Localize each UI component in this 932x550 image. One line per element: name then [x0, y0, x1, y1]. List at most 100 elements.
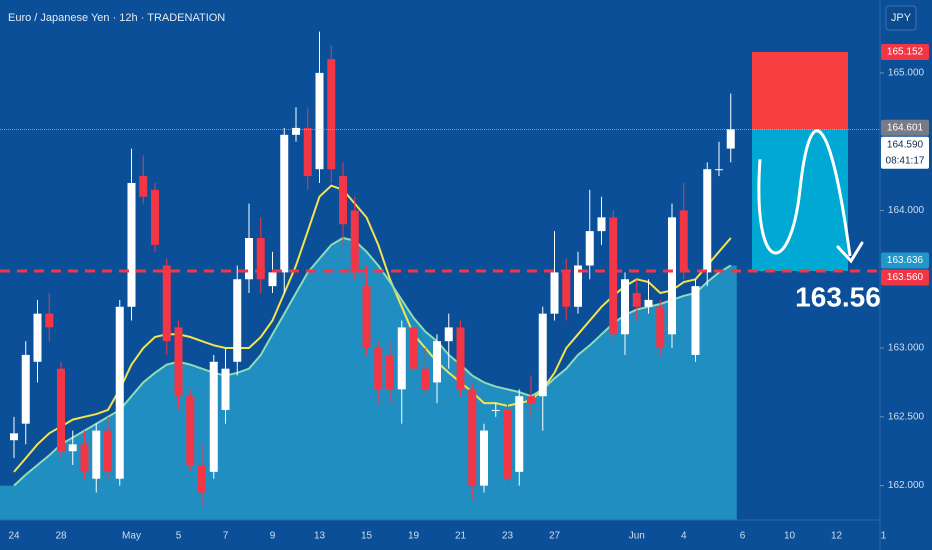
- x-tick-label: 19: [408, 531, 420, 542]
- candle-body: [585, 231, 594, 266]
- target-label: 163.56: [795, 281, 881, 312]
- candle-body: [597, 217, 606, 232]
- y-tick-label: 163.000: [888, 343, 925, 354]
- stop-zone: [752, 52, 848, 130]
- candle-body: [456, 327, 465, 390]
- candle-body: [715, 169, 723, 171]
- candle-body: [621, 279, 629, 335]
- candle-body: [186, 396, 195, 465]
- candle-body: [397, 327, 406, 390]
- candle-body: [57, 368, 65, 452]
- candle-body: [350, 210, 359, 273]
- x-tick-label: 23: [502, 531, 514, 542]
- candle-body: [480, 430, 488, 486]
- candle-body: [151, 189, 159, 245]
- candle-body: [691, 286, 700, 355]
- x-tick-label: 9: [270, 531, 276, 542]
- currency-button[interactable]: [885, 5, 917, 31]
- candle-body: [562, 272, 571, 307]
- x-tick-label: 7: [223, 531, 229, 542]
- candle-body: [10, 433, 18, 441]
- candle-body: [68, 444, 77, 452]
- candle-body: [644, 299, 653, 307]
- candle-body: [362, 286, 371, 349]
- candle-body: [444, 327, 453, 342]
- candle-body: [315, 72, 324, 170]
- x-tick-label: 24: [8, 531, 20, 542]
- price-label-box: [881, 136, 929, 169]
- candle-body: [386, 354, 394, 390]
- x-tick-label: 21: [455, 531, 467, 542]
- candle-body: [574, 265, 582, 307]
- candle-body: [656, 306, 665, 349]
- candle-body: [21, 354, 30, 424]
- price-label: 164.590: [887, 139, 924, 150]
- candle-body: [303, 127, 312, 177]
- candle-body: [433, 341, 441, 383]
- countdown: 08:41:17: [886, 155, 925, 166]
- ma-area: [0, 238, 737, 520]
- plot-area: [0, 31, 737, 520]
- price-label: 163.560: [887, 272, 924, 283]
- candle-body: [245, 237, 253, 280]
- candle-body: [198, 464, 206, 493]
- y-tick-label: 165.000: [888, 68, 925, 79]
- candle-body: [104, 430, 112, 472]
- currency-label[interactable]: JPY: [891, 12, 912, 24]
- x-tick-label: 4: [681, 531, 687, 542]
- price-label-box: [881, 44, 929, 60]
- candle-body: [339, 176, 347, 225]
- candle-body: [327, 59, 336, 170]
- candle-body: [80, 444, 89, 472]
- arrow-curve: [757, 129, 852, 257]
- price-label: 163.636: [887, 255, 924, 266]
- x-tick-label: 15: [361, 531, 373, 542]
- arrow-head: [836, 241, 864, 264]
- price-label-box: [881, 252, 929, 269]
- price-label-box: [881, 119, 929, 136]
- x-tick-label: 10: [784, 531, 796, 542]
- y-tick-label: 162.500: [888, 411, 925, 422]
- candle-body: [221, 368, 230, 410]
- price-label: 164.601: [887, 122, 924, 133]
- candle-body: [609, 217, 618, 335]
- candle-body: [92, 430, 101, 479]
- overlay: 163.56 162.000 162.500 163.000 164.000 165.00…: [0, 44, 929, 542]
- candle-body: [174, 327, 183, 397]
- x-tick-label: 6: [740, 531, 746, 542]
- candle-body: [45, 313, 54, 328]
- candle-body: [632, 293, 641, 307]
- candle-body: [527, 396, 535, 404]
- candle-body: [703, 169, 712, 273]
- y-tick-label: 162.000: [888, 480, 925, 491]
- y-tick-label: 164.000: [888, 205, 925, 216]
- candle-body: [209, 361, 218, 472]
- x-tick-label: Jun: [629, 531, 645, 542]
- candle-body: [679, 210, 688, 273]
- x-tick-label: 1: [881, 531, 887, 542]
- candle-body: [515, 396, 524, 472]
- candle-body: [292, 127, 300, 135]
- candle-body: [115, 306, 124, 479]
- candle-body: [491, 409, 500, 411]
- candle-body: [256, 237, 265, 280]
- candle-body: [268, 272, 277, 287]
- candle-body: [127, 182, 136, 307]
- x-tick-label: 12: [831, 531, 843, 542]
- candle-body: [139, 176, 148, 197]
- candle-body: [538, 313, 547, 397]
- candle-body: [280, 134, 289, 273]
- x-tick-label: 13: [314, 531, 326, 542]
- x-tick-label: 27: [549, 531, 561, 542]
- candle-body: [33, 313, 42, 362]
- x-tick-label: 28: [55, 531, 67, 542]
- candle-body: [233, 279, 242, 362]
- x-tick-label: 5: [176, 531, 182, 542]
- price-label: 165.152: [887, 47, 924, 58]
- chart-title: Euro / Japanese Yen · 12h · TRADENATION: [8, 12, 225, 24]
- candle-body: [468, 389, 477, 486]
- candle-body: [550, 272, 559, 314]
- price-label-box: [881, 269, 929, 286]
